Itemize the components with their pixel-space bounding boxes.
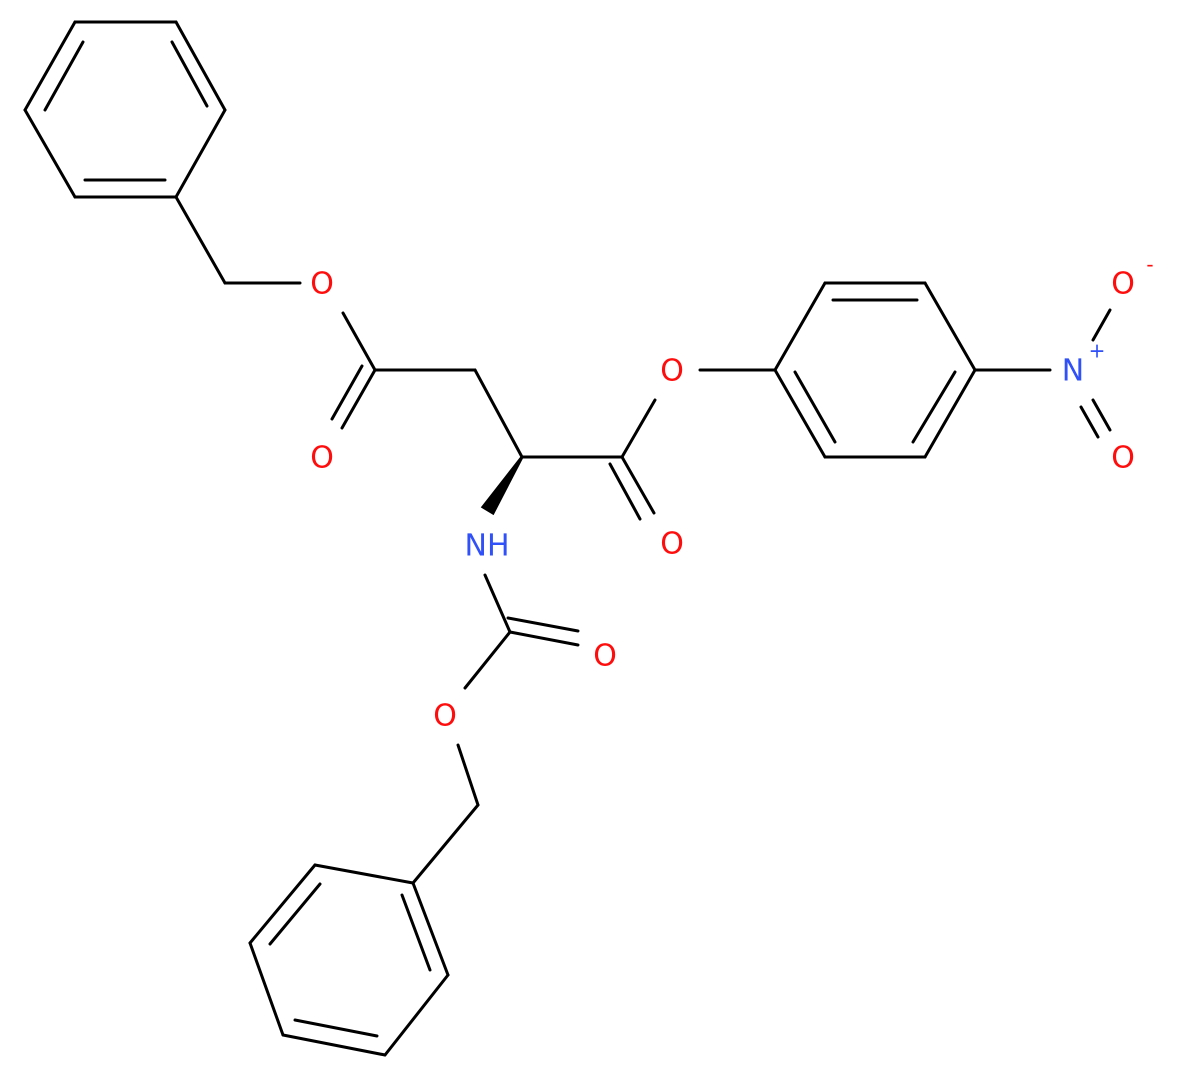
charge: + (1089, 339, 1106, 363)
atom-label: O (593, 639, 617, 674)
atom-label: O (1111, 267, 1135, 302)
atom-label: O (660, 527, 684, 562)
bonds (23, 20, 1112, 1057)
charge: - (1146, 253, 1153, 277)
atom-label: O (433, 699, 457, 734)
atom-label: NH (465, 529, 510, 564)
atom-label: O (1111, 441, 1135, 476)
atom-label: N (1062, 354, 1084, 389)
atom-label: O (660, 354, 684, 389)
atom-label: O (310, 267, 334, 302)
atom-label: O (310, 441, 334, 476)
